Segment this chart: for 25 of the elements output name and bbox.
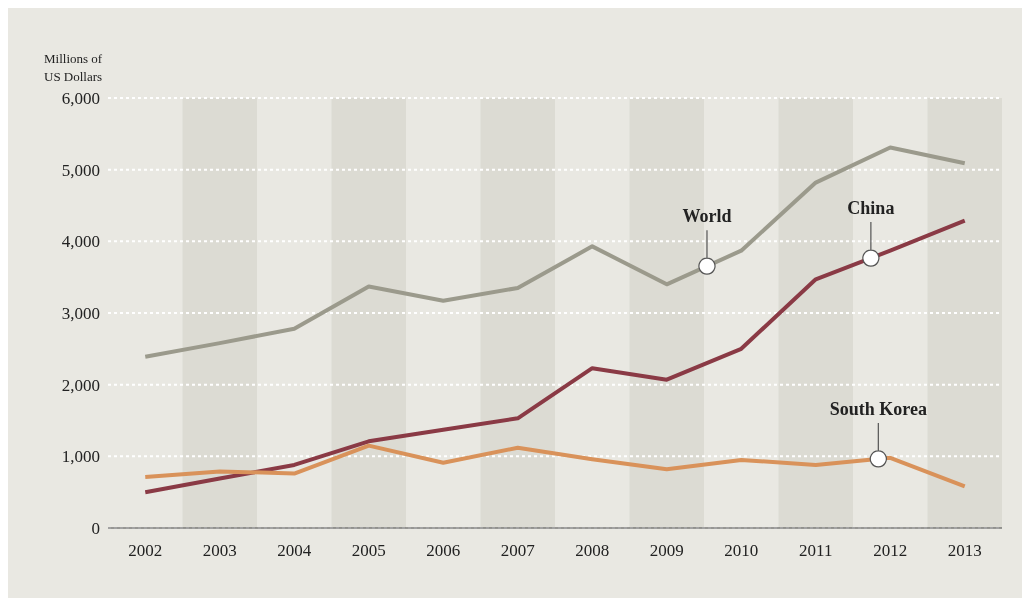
x-tick-label: 2007 <box>500 541 536 561</box>
text: South Korea <box>829 398 927 419</box>
line-series <box>143 145 967 359</box>
line-series <box>143 443 967 489</box>
y-axis-title: Millions of US Dollars <box>44 50 104 86</box>
x-tick-label: 2010 <box>724 541 759 561</box>
x-tick-label: 2009 <box>649 541 684 561</box>
x-tick-label: 2003 <box>202 541 237 561</box>
x-tick-label: 2005 <box>351 541 386 561</box>
series-label: China <box>847 198 895 219</box>
x-tick-label: 2012 <box>873 541 908 561</box>
x-tick-label: 2008 <box>575 541 610 561</box>
y-tick-label: 2,000 <box>61 375 100 395</box>
y-tick-label: 0 <box>91 519 100 539</box>
x-tick-label: 2013 <box>947 541 982 561</box>
x-tick-label: 2002 <box>128 541 163 561</box>
y-tick-label: 6,000 <box>61 89 100 109</box>
y-tick-label: 5,000 <box>61 160 100 180</box>
x-tick-label: 2011 <box>799 541 833 561</box>
x-tick-label: 2006 <box>426 541 461 561</box>
y-tick-label: 4,000 <box>61 232 100 252</box>
y-tick-label: 3,000 <box>61 304 100 324</box>
y-tick-label: 1,000 <box>61 447 100 467</box>
x-tick-label: 2004 <box>277 541 312 561</box>
series-label: World <box>682 206 732 227</box>
